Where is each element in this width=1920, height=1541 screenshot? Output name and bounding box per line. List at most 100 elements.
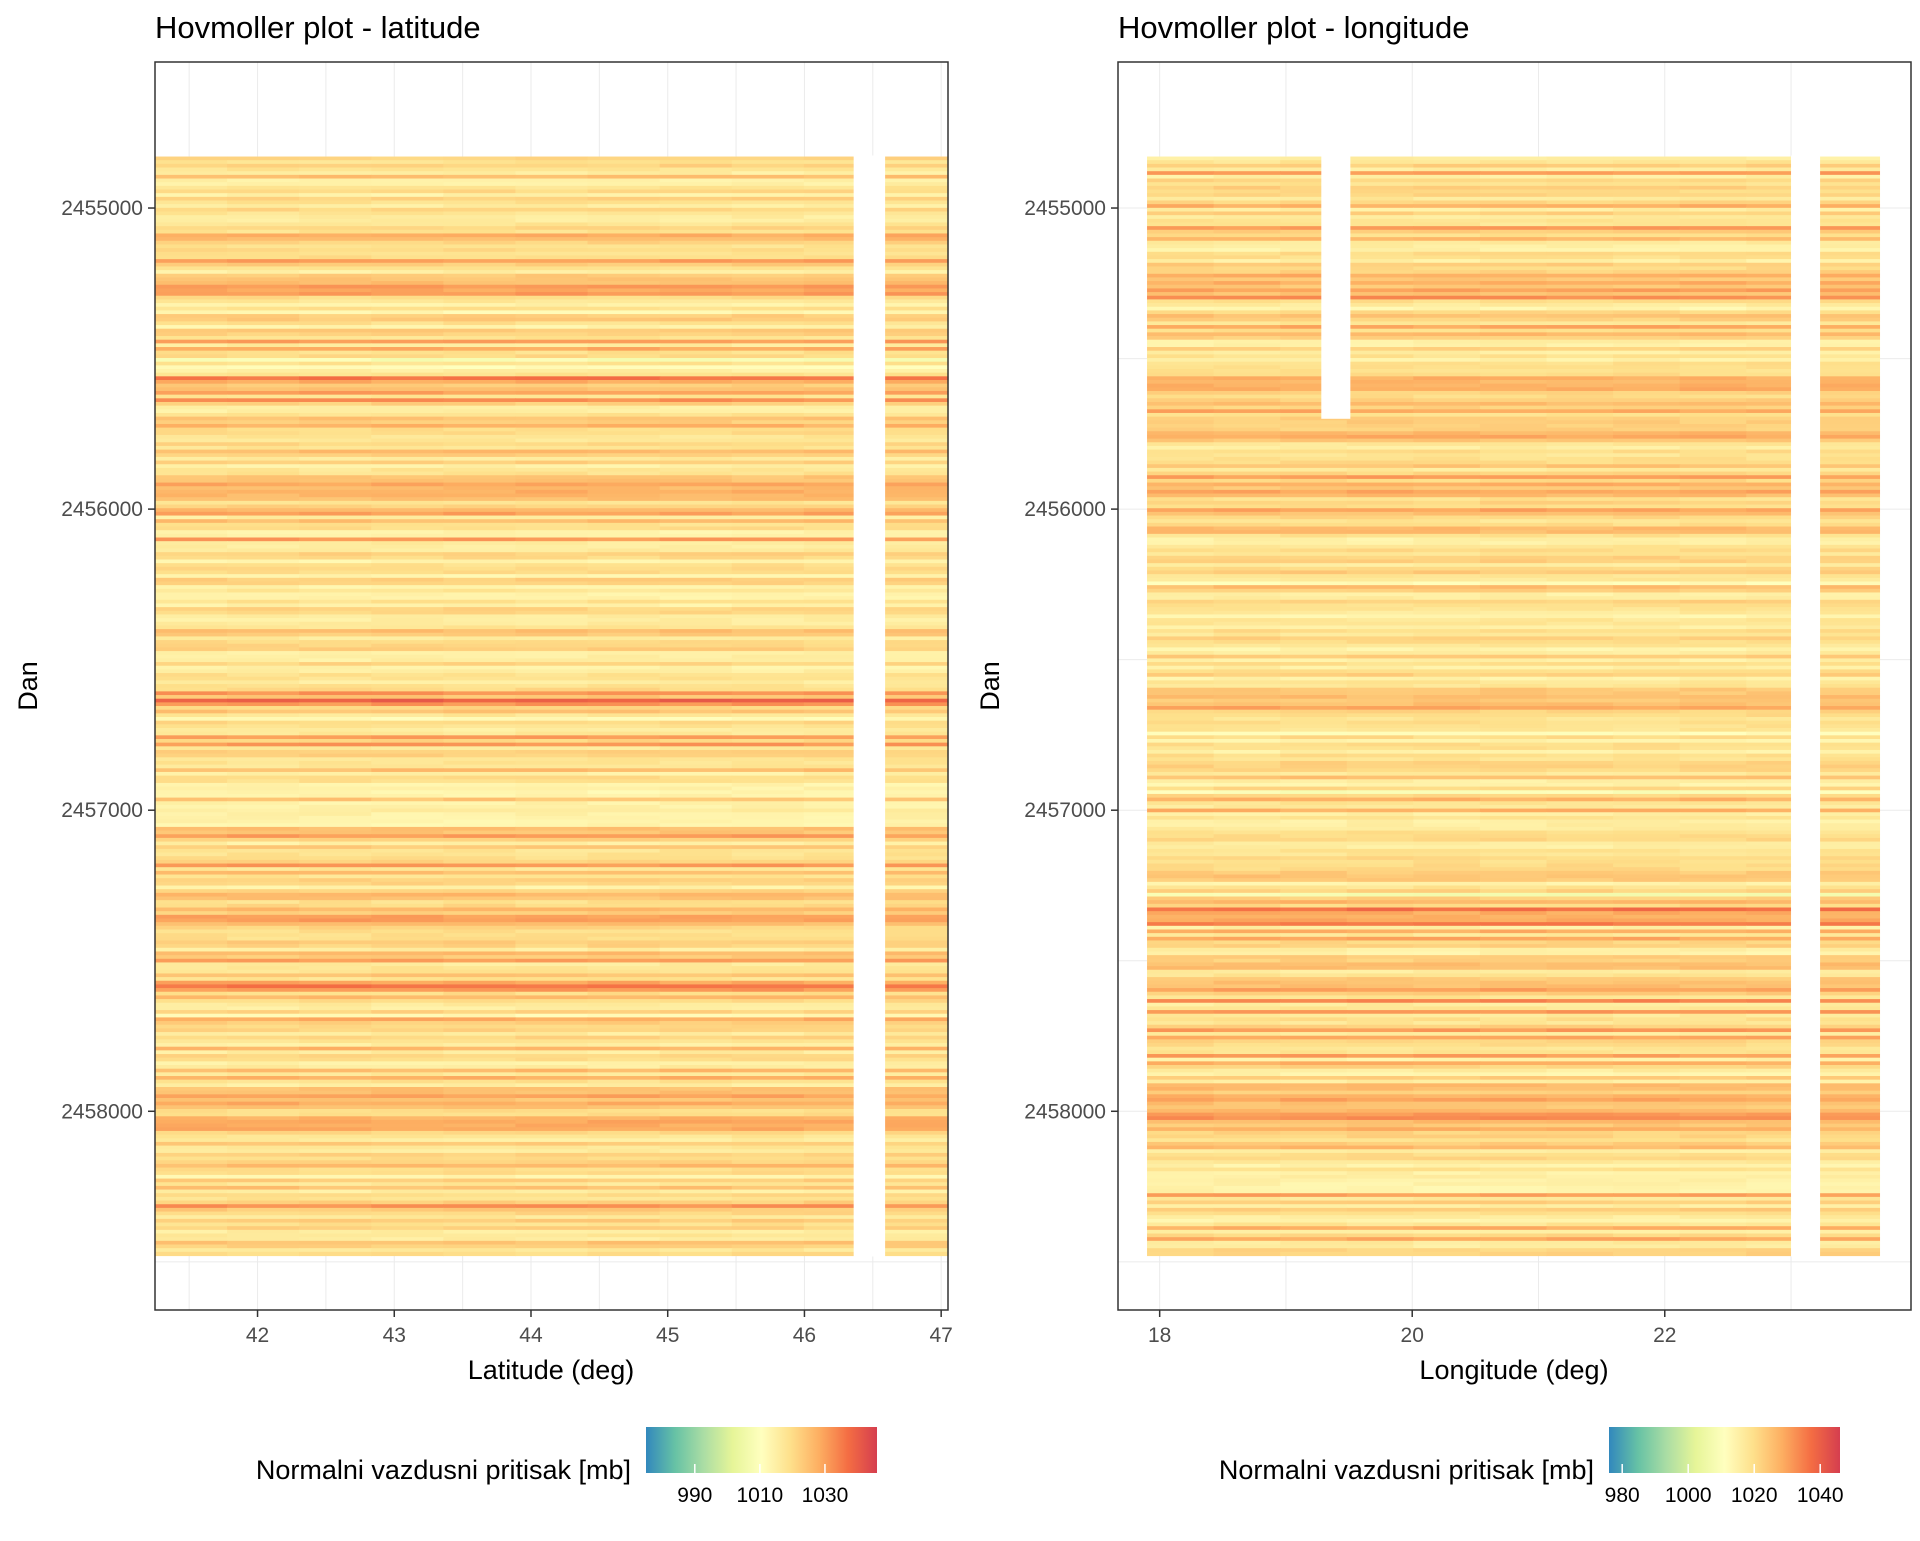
heatmap-tile	[876, 1091, 949, 1095]
heatmap-tile	[1680, 285, 1747, 289]
heatmap-tile	[1214, 157, 1281, 161]
heatmap-tile	[371, 640, 444, 644]
heatmap-tile	[876, 457, 949, 461]
heatmap-tile	[588, 1003, 661, 1007]
heatmap-tile	[1680, 296, 1747, 300]
heatmap-tile	[299, 721, 372, 725]
heatmap-tile	[876, 856, 949, 860]
heatmap-tile	[371, 962, 444, 966]
heatmap-tile	[1680, 303, 1747, 307]
heatmap-tile	[1613, 219, 1680, 223]
heatmap-tile	[876, 435, 949, 439]
heatmap-tile	[1813, 486, 1880, 490]
heatmap-tile	[299, 519, 372, 523]
heatmap-tile	[443, 922, 516, 926]
heatmap-tile	[227, 794, 300, 798]
heatmap-tile	[660, 329, 733, 333]
heatmap-tile	[660, 761, 733, 765]
heatmap-tile	[732, 351, 805, 355]
heatmap-tile	[227, 820, 300, 824]
heatmap-tile	[1413, 453, 1480, 457]
heatmap-tile	[371, 431, 444, 435]
heatmap-tile	[1214, 171, 1281, 175]
heatmap-tile	[1547, 475, 1614, 479]
heatmap-tile	[1347, 651, 1414, 655]
heatmap-tile	[876, 1168, 949, 1172]
heatmap-tile	[227, 1226, 300, 1230]
heatmap-tile	[227, 1113, 300, 1117]
heatmap-tile	[1280, 516, 1347, 520]
heatmap-tile	[443, 266, 516, 270]
heatmap-tile	[1413, 413, 1480, 417]
heatmap-tile	[515, 728, 588, 732]
heatmap-tile	[588, 651, 661, 655]
heatmap-tile	[588, 713, 661, 717]
heatmap-tile	[1613, 409, 1680, 413]
heatmap-tile	[371, 1241, 444, 1245]
heatmap-tile	[732, 428, 805, 432]
heatmap-tile	[1813, 252, 1880, 256]
heatmap-tile	[1413, 479, 1480, 483]
heatmap-tile	[1147, 343, 1214, 347]
heatmap-tile	[515, 988, 588, 992]
heatmap-tile	[1413, 248, 1480, 252]
heatmap-tile	[515, 1219, 588, 1223]
heatmap-tile	[1613, 208, 1680, 212]
heatmap-tile	[299, 856, 372, 860]
heatmap-tile	[1613, 299, 1680, 303]
heatmap-tile	[876, 878, 949, 882]
heatmap-tile	[732, 417, 805, 421]
heatmap-tile	[155, 812, 228, 816]
heatmap-tile	[588, 307, 661, 311]
heatmap-tile	[227, 1241, 300, 1245]
heatmap-tile	[1214, 266, 1281, 270]
heatmap-tile	[1147, 387, 1214, 391]
heatmap-tile	[515, 1113, 588, 1117]
heatmap-tile	[1413, 204, 1480, 208]
heatmap-tile	[1347, 318, 1414, 322]
heatmap-tile	[443, 732, 516, 736]
heatmap-tile	[155, 211, 228, 215]
heatmap-tile	[443, 633, 516, 637]
heatmap-tile	[1480, 549, 1547, 553]
heatmap-tile	[443, 838, 516, 842]
heatmap-tile	[371, 1113, 444, 1117]
heatmap-tile	[227, 369, 300, 373]
heatmap-tile	[227, 1006, 300, 1010]
heatmap-tile	[155, 179, 228, 183]
heatmap-tile	[227, 691, 300, 695]
heatmap-tile	[443, 303, 516, 307]
heatmap-tile	[515, 871, 588, 875]
heatmap-tile	[1680, 314, 1747, 318]
heatmap-tile	[1613, 222, 1680, 226]
heatmap-tile	[1480, 563, 1547, 567]
heatmap-tile	[227, 823, 300, 827]
heatmap-tile	[588, 541, 661, 545]
heatmap-tile	[1613, 270, 1680, 274]
heatmap-tile	[876, 1098, 949, 1102]
heatmap-tile	[515, 702, 588, 706]
heatmap-tile	[876, 900, 949, 904]
heatmap-tile	[371, 717, 444, 721]
heatmap-tile	[1147, 369, 1214, 373]
heatmap-tile	[876, 428, 949, 432]
heatmap-tile	[1347, 563, 1414, 567]
heatmap-tile	[227, 1237, 300, 1241]
heatmap-tile	[227, 853, 300, 857]
heatmap-tile	[515, 1252, 588, 1256]
heatmap-tile	[443, 523, 516, 527]
heatmap-tile	[660, 570, 733, 574]
heatmap-tile	[1147, 395, 1214, 399]
heatmap-tile	[732, 475, 805, 479]
heatmap-tile	[876, 241, 949, 245]
heatmap-tile	[227, 754, 300, 758]
heatmap-tile	[588, 779, 661, 783]
heatmap-tile	[1613, 658, 1680, 662]
heatmap-tile	[227, 783, 300, 787]
heatmap-tile	[155, 1175, 228, 1179]
heatmap-tile	[1480, 219, 1547, 223]
heatmap-tile	[1547, 343, 1614, 347]
heatmap-tile	[1813, 527, 1880, 531]
heatmap-tile	[227, 380, 300, 384]
heatmap-tile	[1214, 534, 1281, 538]
